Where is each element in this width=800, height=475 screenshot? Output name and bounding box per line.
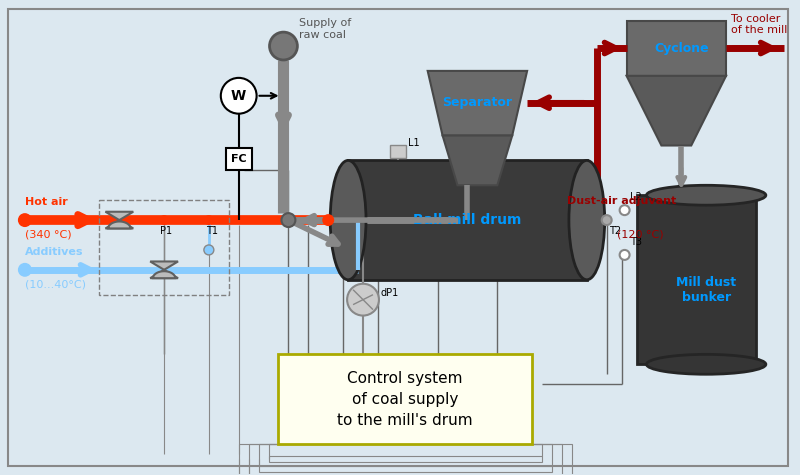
Text: (10...40°C): (10...40°C) (25, 280, 86, 290)
Text: Separator: Separator (442, 96, 513, 109)
Polygon shape (626, 76, 726, 145)
Bar (348, 161, 587, 280)
Circle shape (347, 284, 379, 315)
Circle shape (204, 245, 214, 255)
Bar (278, 354, 532, 444)
Text: (340 °C): (340 °C) (25, 230, 71, 240)
Text: L2: L2 (630, 192, 642, 202)
Circle shape (159, 215, 169, 225)
Polygon shape (150, 261, 178, 270)
Polygon shape (106, 220, 134, 228)
Polygon shape (153, 271, 175, 278)
Bar (390, 144, 406, 159)
Circle shape (282, 213, 295, 227)
Text: W: W (231, 89, 246, 103)
Bar (269, 444, 542, 462)
Text: To cooler
of the mill: To cooler of the mill (731, 13, 787, 35)
Text: T3: T3 (630, 237, 642, 247)
Text: Mill dust
bunker: Mill dust bunker (676, 276, 736, 304)
Ellipse shape (646, 354, 766, 374)
Bar (238, 444, 572, 475)
Polygon shape (150, 270, 178, 278)
Text: Control system
of coal supply
to the mill's drum: Control system of coal supply to the mil… (337, 370, 473, 428)
Text: Ball mill drum: Ball mill drum (414, 213, 522, 227)
Ellipse shape (330, 161, 366, 280)
Text: L1: L1 (408, 139, 419, 149)
Polygon shape (108, 221, 130, 228)
Bar (99, 200, 229, 294)
Text: P1: P1 (160, 226, 172, 236)
Text: Additives: Additives (25, 247, 83, 257)
Text: Dust-air adjuvant: Dust-air adjuvant (567, 196, 676, 206)
Text: Supply of
raw coal: Supply of raw coal (299, 19, 352, 40)
Bar (626, 21, 726, 76)
Text: T1: T1 (206, 226, 218, 236)
Circle shape (620, 205, 630, 215)
Circle shape (221, 78, 257, 114)
Circle shape (18, 213, 32, 227)
Text: Hot air: Hot air (25, 197, 68, 207)
Polygon shape (428, 71, 527, 135)
Circle shape (204, 215, 214, 225)
Circle shape (602, 215, 612, 225)
Text: T2: T2 (609, 226, 621, 236)
Circle shape (270, 32, 298, 60)
Text: dP1: dP1 (381, 288, 399, 298)
Text: (120 °C): (120 °C) (617, 230, 663, 240)
Circle shape (18, 263, 32, 277)
Bar (637, 195, 756, 364)
Text: FC: FC (231, 154, 246, 164)
Bar (249, 444, 562, 475)
Circle shape (620, 250, 630, 260)
Circle shape (322, 214, 334, 226)
Bar (226, 149, 252, 171)
Polygon shape (442, 135, 512, 185)
Polygon shape (106, 212, 134, 220)
Ellipse shape (646, 185, 766, 205)
Text: Cyclone: Cyclone (654, 41, 709, 55)
Bar (258, 444, 552, 472)
Ellipse shape (569, 161, 605, 280)
